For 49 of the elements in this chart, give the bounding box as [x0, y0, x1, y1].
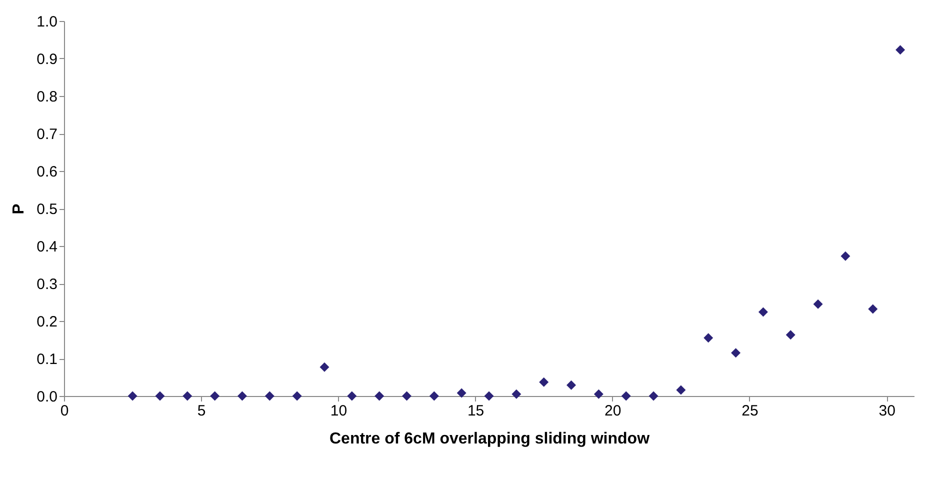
point [648, 391, 658, 401]
point [429, 391, 439, 401]
point [896, 45, 906, 55]
point [676, 385, 686, 395]
point [182, 391, 192, 401]
point [484, 391, 494, 401]
x-tick-label: 20 [604, 402, 622, 420]
point [128, 391, 138, 401]
y-tick-label: 0.4 [36, 238, 58, 256]
point [758, 307, 768, 317]
y-tick-label: 0.9 [36, 51, 58, 68]
point [402, 391, 412, 401]
y-tick-label: 0.3 [36, 276, 58, 293]
point [210, 391, 220, 401]
x-tick-label: 10 [330, 402, 348, 420]
y-tick-label: 0.2 [36, 314, 58, 330]
x-tick-label: 30 [878, 402, 896, 420]
y-tick-label: 0.1 [36, 351, 58, 368]
x-tick-label: 0 [60, 402, 69, 420]
point [456, 388, 466, 398]
point [512, 389, 522, 399]
point [237, 391, 247, 401]
point [155, 391, 165, 401]
y-tick-label: 0.0 [36, 388, 58, 406]
point [264, 391, 274, 401]
point [347, 391, 357, 401]
y-tick-label: 0.5 [36, 201, 58, 218]
point [786, 330, 796, 340]
point [868, 304, 878, 314]
y-tick-label: 1.0 [36, 14, 58, 30]
y-tick-label: 0.8 [36, 88, 58, 106]
y-tick-label: 0.7 [36, 126, 58, 143]
point [621, 391, 631, 401]
y-axis-title: P [10, 203, 28, 214]
x-axis-title: Centre of 6cM overlapping sliding window [329, 430, 650, 448]
point [539, 377, 549, 387]
point [704, 333, 714, 343]
x-tick-label: 15 [467, 402, 484, 420]
point [594, 389, 604, 399]
x-tick-label: 5 [197, 402, 206, 420]
point [840, 251, 850, 261]
point [292, 391, 302, 401]
point [813, 299, 823, 309]
y-tick-label: 0.6 [36, 164, 58, 180]
point [320, 362, 330, 372]
point [566, 380, 576, 390]
x-tick-label: 25 [742, 402, 758, 420]
point [374, 391, 384, 401]
point [731, 348, 741, 358]
